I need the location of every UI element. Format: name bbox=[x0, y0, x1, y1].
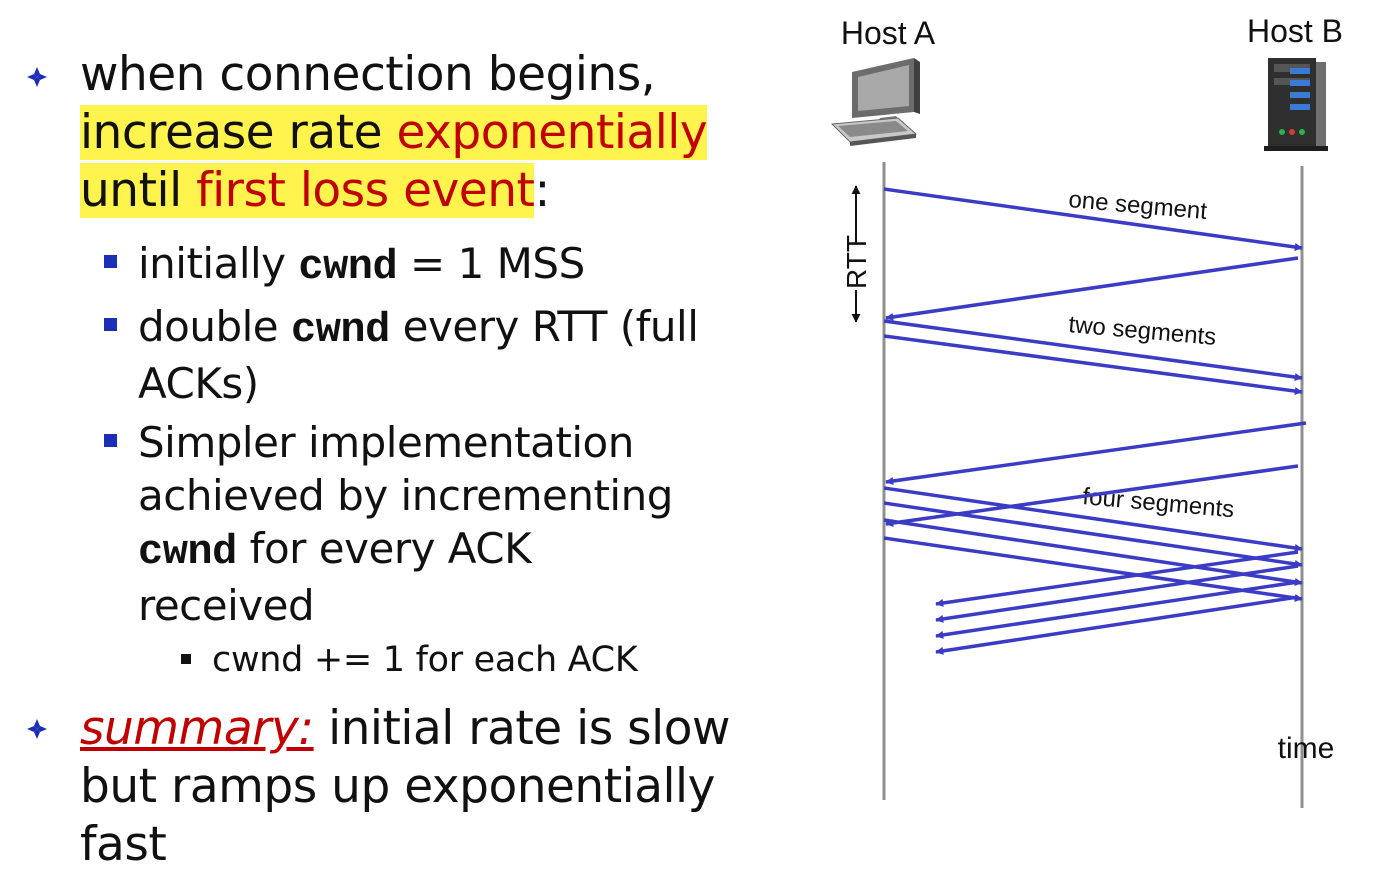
s3-text-a: Simpler implementation achieved by incre… bbox=[138, 418, 673, 520]
ack-arrow bbox=[935, 595, 1299, 655]
sub-bullet-double-cwnd: double cwnd every RTT (full ACKs) bbox=[138, 300, 778, 410]
time-label: time bbox=[1278, 732, 1335, 765]
label-two-segments: two segments bbox=[1067, 311, 1217, 351]
b1-line1: when connection begins, bbox=[80, 47, 656, 102]
segment-arrow bbox=[883, 319, 1303, 381]
square-bullet-icon bbox=[104, 255, 117, 268]
segment-arrow bbox=[883, 518, 1303, 586]
segment-arrow bbox=[883, 486, 1303, 552]
slow-start-timing-diagram: Host A Host B RTT one segment two segmen… bbox=[830, 13, 1343, 808]
summary-text: initial rate is slow but ramps up expone… bbox=[80, 701, 730, 872]
diamond-bullet-icon bbox=[27, 719, 47, 739]
server-icon bbox=[1264, 58, 1328, 151]
segment-arrow bbox=[883, 187, 1303, 251]
segment-arrow bbox=[883, 334, 1303, 396]
square-bullet-icon bbox=[104, 318, 117, 331]
s3-code: cwnd bbox=[138, 528, 237, 576]
label-four-segments: four segments bbox=[1081, 483, 1235, 523]
ack-arrow bbox=[885, 421, 1307, 485]
s1-text-a: initially bbox=[138, 239, 299, 288]
desktop-computer-icon bbox=[830, 58, 920, 146]
s1-text-b: = 1 MSS bbox=[397, 239, 585, 288]
bullet-summary: summary: initial rate is slow but ramps … bbox=[80, 700, 780, 874]
host-b-label: Host B bbox=[1247, 13, 1343, 49]
rtt-indicator: RTT bbox=[841, 185, 872, 323]
ack-arrow bbox=[935, 550, 1299, 607]
segment-arrow bbox=[883, 536, 1303, 602]
summary-label: summary: bbox=[80, 701, 314, 756]
s1-code: cwnd bbox=[298, 243, 398, 291]
segment-arrow bbox=[883, 501, 1303, 568]
s3-text-b: for every ACK received bbox=[138, 524, 532, 630]
ack-arrow bbox=[935, 564, 1299, 623]
b1-line3-text: until bbox=[80, 163, 197, 218]
b1-highlight-1: increase rate exponentially bbox=[80, 105, 708, 160]
rtt-label: RTT bbox=[841, 235, 872, 289]
ack-arrow bbox=[935, 580, 1299, 639]
host-a-label: Host A bbox=[841, 15, 936, 51]
s2-text-a: double bbox=[138, 302, 291, 351]
sub-bullet-initial-cwnd: initially cwnd = 1 MSS bbox=[138, 237, 585, 294]
b1-line2-text: increase rate bbox=[80, 105, 397, 160]
b1-colon: : bbox=[534, 163, 550, 218]
diamond-bullet-icon bbox=[27, 67, 47, 87]
b1-highlight-2: until first loss event bbox=[80, 163, 535, 218]
s2-code: cwnd bbox=[291, 306, 390, 354]
bullet-connection-begins: when connection begins, increase rate ex… bbox=[80, 46, 780, 220]
sub-bullet-simpler-implementation: Simpler implementation achieved by incre… bbox=[138, 416, 698, 632]
small-square-bullet-icon bbox=[181, 654, 191, 664]
subsub-bullet-cwnd-increment: cwnd += 1 for each ACK bbox=[212, 640, 638, 680]
b1-first-loss-event: first loss event bbox=[196, 163, 535, 218]
square-bullet-icon bbox=[104, 434, 117, 447]
b1-exponentially: exponentially bbox=[396, 105, 708, 160]
s2-text-b: every RTT (full ACKs) bbox=[138, 302, 699, 408]
message-arrows bbox=[883, 187, 1307, 655]
slide-text: when connection begins, increase rate ex… bbox=[27, 46, 780, 874]
ack-arrow bbox=[885, 256, 1299, 321]
